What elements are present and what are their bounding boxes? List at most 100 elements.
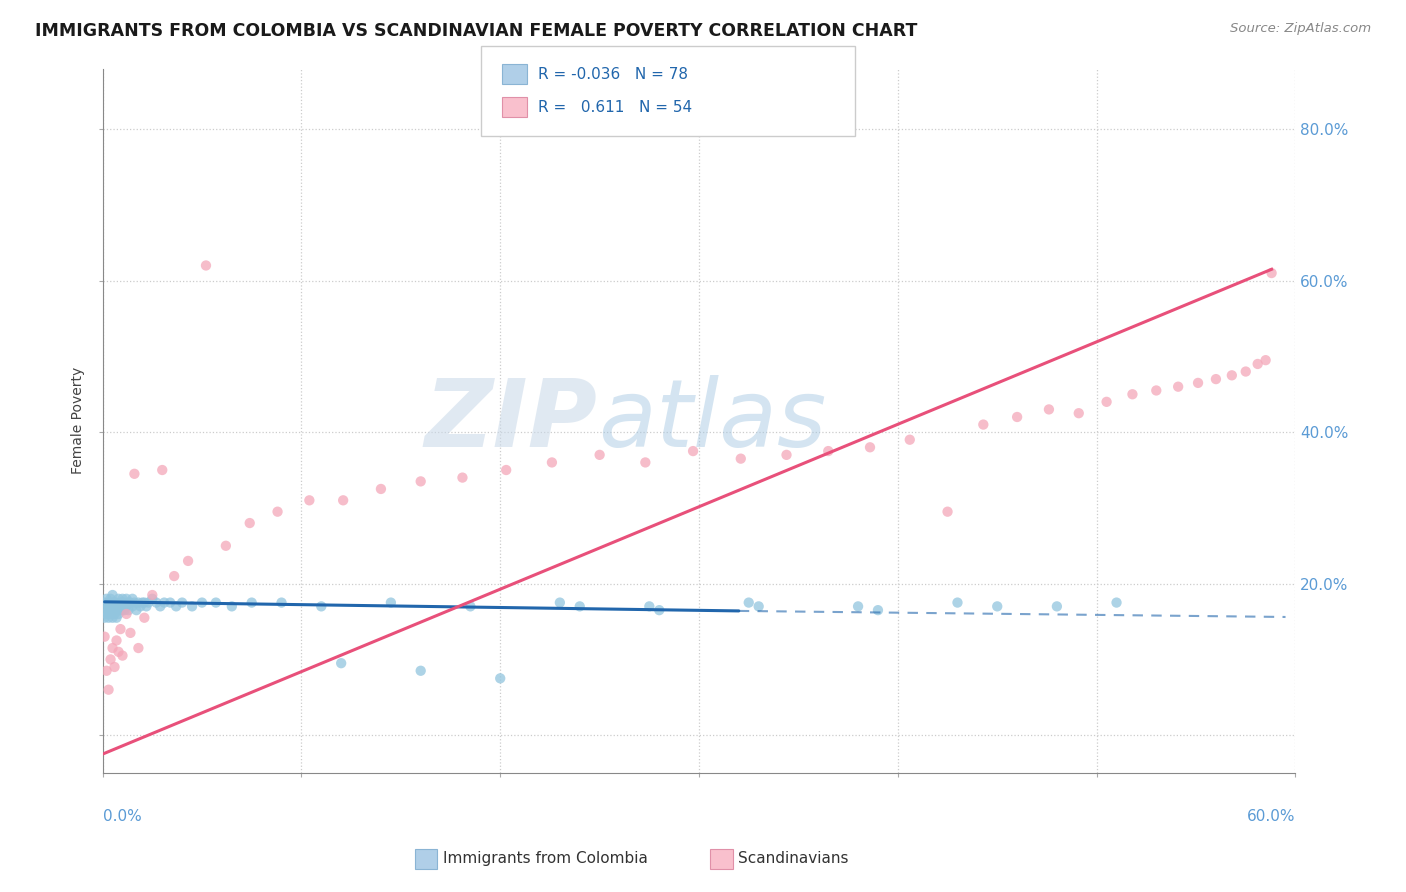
Point	[110, 596, 132, 610]
Text: atlas: atlas	[598, 376, 825, 467]
Text: 60.0%: 60.0%	[1247, 809, 1295, 824]
Point	[141, 591, 163, 606]
Point	[1038, 402, 1060, 417]
Point	[110, 622, 132, 636]
Point	[859, 440, 882, 454]
Point	[946, 596, 969, 610]
Point	[121, 599, 143, 614]
Point	[150, 463, 173, 477]
Point	[153, 596, 176, 610]
Point	[114, 603, 136, 617]
Point	[738, 596, 761, 610]
Point	[181, 599, 204, 614]
Point	[105, 633, 128, 648]
Point	[1260, 266, 1282, 280]
Point	[638, 599, 661, 614]
Point	[100, 652, 122, 666]
Point	[100, 607, 122, 621]
Point	[205, 596, 228, 610]
Point	[96, 664, 118, 678]
Point	[121, 591, 143, 606]
Point	[682, 444, 704, 458]
Text: R =   0.611   N = 54: R = 0.611 N = 54	[538, 100, 693, 114]
Point	[100, 599, 122, 614]
Point	[1095, 394, 1118, 409]
Point	[93, 630, 115, 644]
Point	[936, 505, 959, 519]
Point	[972, 417, 994, 432]
Point	[748, 599, 770, 614]
Point	[634, 455, 657, 469]
Point	[1046, 599, 1069, 614]
Point	[136, 596, 159, 610]
Point	[460, 599, 482, 614]
Point	[124, 596, 146, 610]
Point	[1005, 409, 1028, 424]
Point	[111, 591, 134, 606]
Point	[114, 596, 136, 610]
Point	[117, 596, 139, 610]
Point	[141, 588, 163, 602]
Point	[105, 603, 128, 617]
Point	[129, 599, 152, 614]
Point	[568, 599, 591, 614]
Point	[134, 596, 156, 610]
Point	[107, 591, 129, 606]
Point	[101, 640, 124, 655]
Point	[1167, 380, 1189, 394]
Point	[101, 611, 124, 625]
Point	[1144, 384, 1167, 398]
Point	[103, 607, 125, 621]
Text: Immigrants from Colombia: Immigrants from Colombia	[443, 851, 648, 865]
Point	[548, 596, 571, 610]
Point	[648, 603, 671, 617]
Point	[115, 591, 138, 606]
Point	[370, 482, 392, 496]
Point	[100, 591, 122, 606]
Text: R = -0.036   N = 78: R = -0.036 N = 78	[538, 67, 689, 81]
Point	[172, 596, 194, 610]
Point	[159, 596, 181, 610]
Point	[177, 554, 200, 568]
Point	[986, 599, 1008, 614]
Point	[149, 599, 172, 614]
Point	[131, 596, 153, 610]
Point	[110, 603, 132, 617]
Point	[332, 493, 354, 508]
Point	[1187, 376, 1209, 390]
Text: ZIP: ZIP	[425, 375, 598, 467]
Point	[107, 607, 129, 621]
Point	[125, 603, 148, 617]
Point	[846, 599, 869, 614]
Point	[96, 599, 118, 614]
Text: IMMIGRANTS FROM COLOMBIA VS SCANDINAVIAN FEMALE POVERTY CORRELATION CHART: IMMIGRANTS FROM COLOMBIA VS SCANDINAVIAN…	[35, 22, 918, 40]
Point	[120, 626, 142, 640]
Point	[111, 603, 134, 617]
Text: Source: ZipAtlas.com: Source: ZipAtlas.com	[1230, 22, 1371, 36]
Point	[111, 648, 134, 663]
Point	[117, 603, 139, 617]
Point	[93, 596, 115, 610]
Point	[124, 467, 146, 481]
Point	[115, 599, 138, 614]
Point	[409, 475, 432, 489]
Point	[115, 607, 138, 621]
Point	[1205, 372, 1227, 386]
Point	[1067, 406, 1090, 420]
Point	[97, 611, 120, 625]
Point	[221, 599, 243, 614]
Point	[409, 664, 432, 678]
Point	[266, 505, 288, 519]
Point	[127, 640, 149, 655]
Point	[1121, 387, 1143, 401]
Point	[1254, 353, 1277, 368]
Point	[111, 596, 134, 610]
Point	[135, 599, 157, 614]
Point	[195, 259, 218, 273]
Point	[105, 611, 128, 625]
Point	[380, 596, 402, 610]
Point	[165, 599, 187, 614]
Point	[588, 448, 610, 462]
Point	[270, 596, 292, 610]
Point	[866, 603, 889, 617]
